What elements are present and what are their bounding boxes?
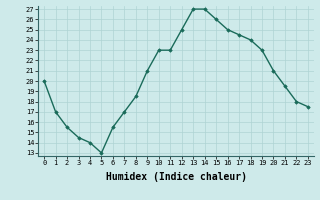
X-axis label: Humidex (Indice chaleur): Humidex (Indice chaleur) — [106, 172, 246, 182]
